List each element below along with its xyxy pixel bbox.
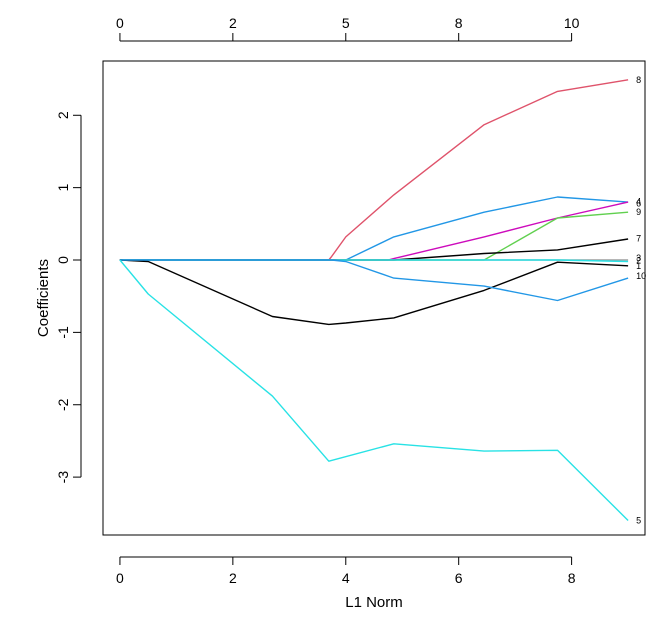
top-tick-label: 10: [564, 15, 580, 31]
top-tick-label: 2: [229, 15, 237, 31]
bottom-tick-label: 4: [342, 570, 350, 586]
bottom-tick-label: 0: [116, 570, 124, 586]
series-end-label: 7: [636, 233, 641, 243]
left-tick-label: -1: [55, 326, 71, 339]
x-axis-title: L1 Norm: [345, 594, 403, 611]
series-end-label: 6: [636, 199, 641, 209]
series-line-7: [119, 238, 629, 261]
left-tick-label: -2: [55, 398, 71, 411]
left-tick-label: 1: [55, 184, 71, 192]
left-y-axis: -3 -2 -1 0 1 2: [55, 111, 82, 484]
series-end-label: 3: [636, 253, 641, 263]
series-end-label: 10: [636, 271, 646, 281]
series-end-label: 4: [636, 196, 641, 206]
top-x-axis: 0 2 5 8 10: [116, 15, 580, 42]
y-axis-title: Coefficients: [35, 259, 52, 337]
series-end-label: 2: [636, 256, 641, 266]
bottom-x-axis: 0 2 4 6 8: [116, 556, 576, 586]
series-end-label: 5: [636, 516, 641, 526]
top-tick-label: 8: [455, 15, 463, 31]
series-end-label: 8: [636, 75, 641, 85]
plot-area: [102, 60, 646, 536]
series-layer: [119, 79, 629, 521]
bottom-tick-label: 2: [229, 570, 237, 586]
series-line-8: [119, 79, 629, 261]
series-line-10: [119, 259, 629, 302]
series-line-5: [119, 259, 629, 521]
top-tick-label: 5: [342, 15, 350, 31]
left-tick-label: -3: [55, 471, 71, 484]
left-tick-label: 0: [55, 256, 71, 264]
series-line-1: [119, 259, 629, 326]
bottom-tick-label: 6: [455, 570, 463, 586]
series-end-label: 9: [636, 207, 641, 217]
left-tick-label: 2: [55, 111, 71, 119]
bottom-tick-label: 8: [568, 570, 576, 586]
series-end-label: 1: [636, 261, 641, 271]
series-line-6: [119, 201, 629, 261]
top-tick-label: 0: [116, 15, 124, 31]
